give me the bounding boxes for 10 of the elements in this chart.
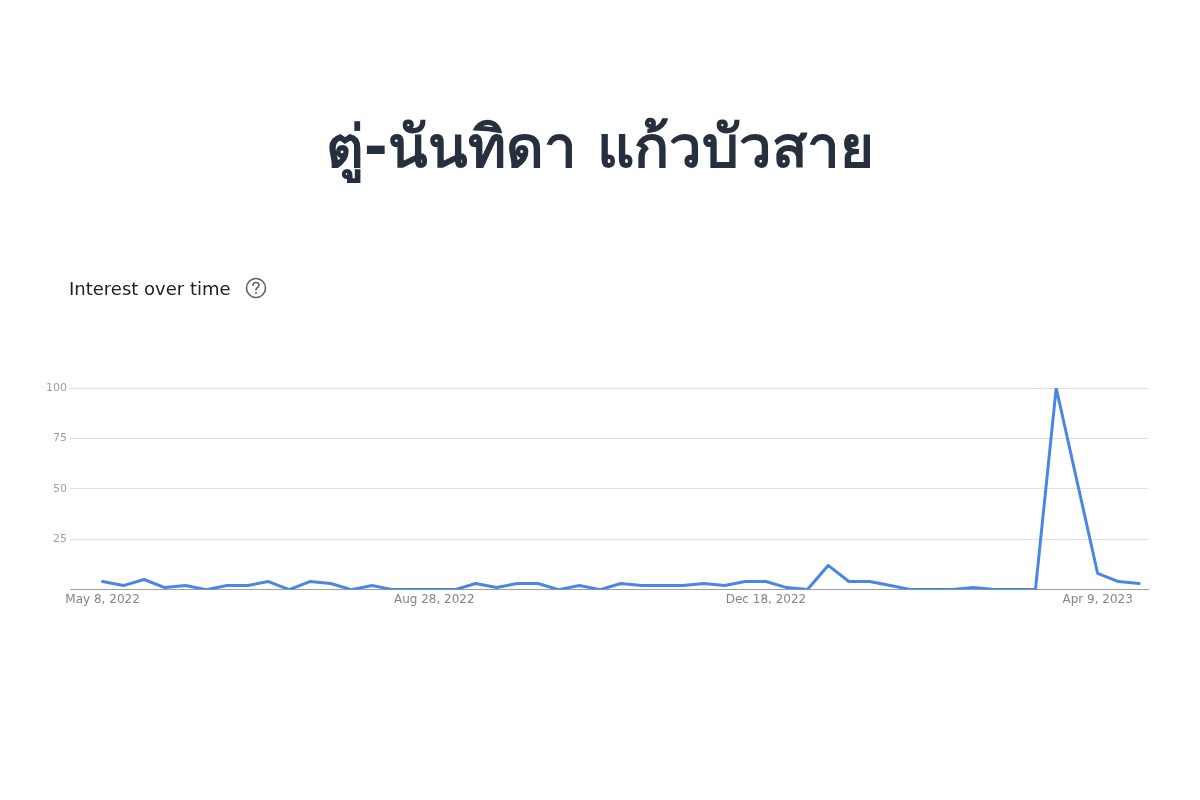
x-tick-label: Dec 18, 2022 — [725, 591, 807, 606]
chart-subtitle: Interest over time — [69, 277, 231, 299]
y-tick-label: 100 — [46, 380, 67, 394]
y-tick-label: 50 — [53, 481, 67, 495]
x-tick-label: Apr 9, 2023 — [1062, 591, 1133, 606]
x-tick-label: May 8, 2022 — [65, 591, 140, 606]
chart-title: ตู่-นันทิดา แก้วบัวสาย — [324, 112, 876, 185]
x-tick-label: Aug 28, 2022 — [393, 591, 475, 606]
y-tick-label: 75 — [53, 431, 67, 445]
y-tick-label: 25 — [53, 532, 67, 546]
